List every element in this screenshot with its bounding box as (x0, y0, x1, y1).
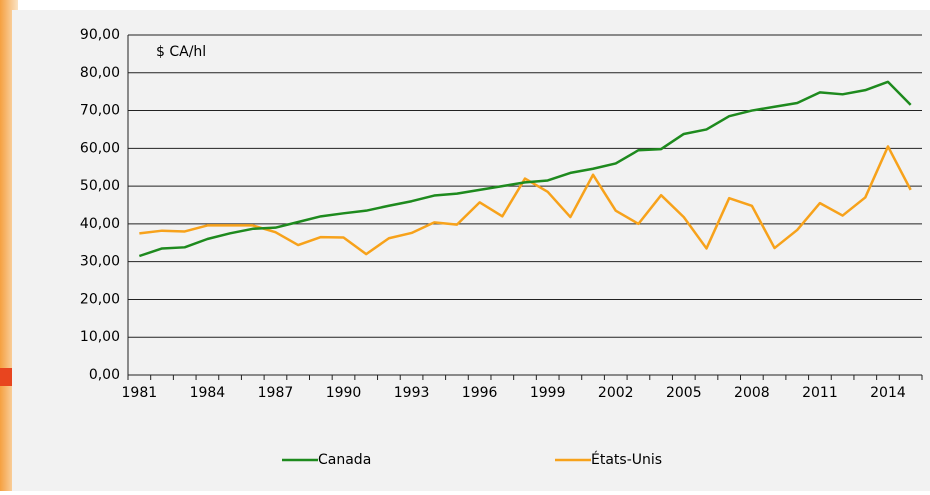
y-tick-label: 20,00 (80, 291, 120, 307)
x-tick-label: 1981 (122, 385, 158, 401)
x-tick-label: 1996 (462, 385, 498, 401)
y-tick-label: 30,00 (80, 254, 120, 270)
decor-block (0, 368, 14, 386)
x-tick-label: 1999 (530, 385, 566, 401)
x-tick-label: 2014 (870, 385, 906, 401)
y-tick-label: 70,00 (80, 103, 120, 119)
y-tick-label: 60,00 (80, 140, 120, 156)
legend-label: États-Unis (591, 451, 662, 468)
y-tick-label: 80,00 (80, 65, 120, 81)
chart-area (12, 10, 930, 491)
y-tick-label: 90,00 (80, 27, 120, 43)
x-tick-label: 2005 (666, 385, 702, 401)
x-tick-label: 1993 (394, 385, 430, 401)
y-tick-label: 0,00 (89, 367, 120, 383)
x-tick-label: 1990 (326, 385, 362, 401)
y-tick-label: 40,00 (80, 216, 120, 232)
x-tick-label: 2011 (802, 385, 838, 401)
x-tick-label: 2008 (734, 385, 770, 401)
series-line (138, 80, 912, 258)
legend-label: Canada (318, 452, 371, 468)
series-line (139, 145, 912, 256)
x-tick-label: 1987 (258, 385, 294, 401)
x-tick-label: 1984 (190, 385, 226, 401)
x-tick-label: 2002 (598, 385, 634, 401)
y-tick-label: 10,00 (80, 329, 120, 345)
annotation: $ CA/hl (156, 44, 206, 60)
y-tick-label: 50,00 (80, 178, 120, 194)
